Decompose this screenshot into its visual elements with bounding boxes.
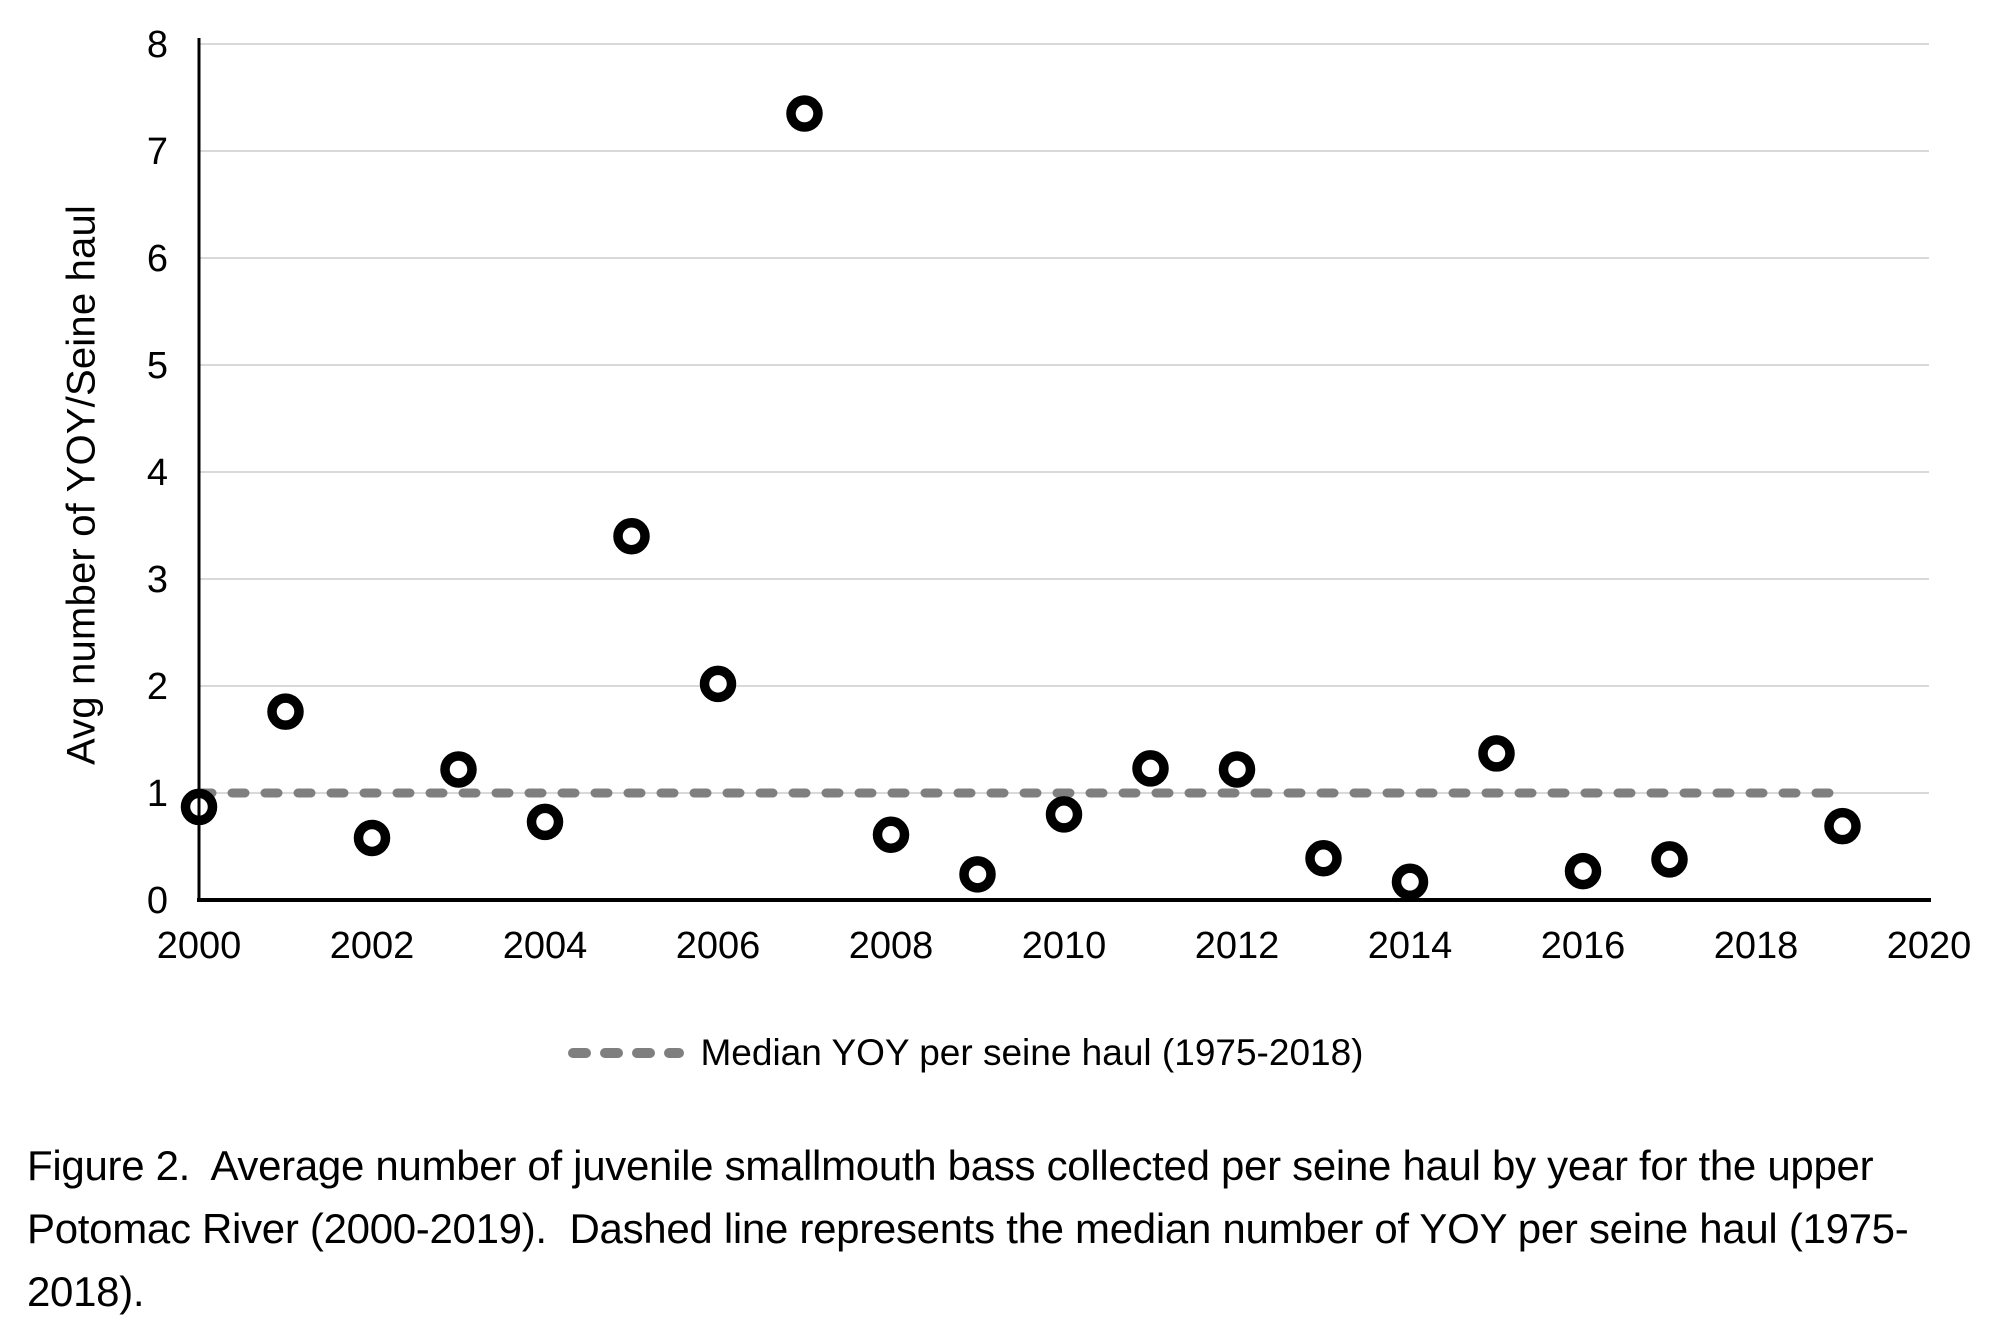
- data-point-2009: [959, 856, 996, 893]
- data-point-2007: [786, 95, 823, 132]
- x-tick-label-2018: 2018: [1714, 925, 1799, 967]
- data-point-2003: [440, 751, 477, 788]
- legend-label: Median YOY per seine haul (1975-2018): [700, 1032, 1364, 1073]
- data-point-2016: [1564, 852, 1602, 890]
- y-tick-label-2: 2: [147, 666, 168, 708]
- y-tick-label-8: 8: [147, 24, 168, 66]
- data-point-2002: [353, 819, 391, 857]
- y-tick-label-3: 3: [147, 559, 168, 601]
- data-point-2004: [526, 803, 564, 841]
- y-axis-title: Avg number of YOY/Seine haul: [59, 204, 104, 766]
- scatter-chart: 0 1 2 3 4 5 6 7 8 2000 2002 2004 2006 2008 2010 2012 201…: [147, 24, 1972, 967]
- data-point-2011: [1132, 750, 1169, 787]
- y-tick-label-6: 6: [147, 238, 168, 280]
- x-tick-label-2016: 2016: [1541, 925, 1626, 967]
- x-tick-label-2012: 2012: [1195, 925, 1280, 967]
- data-point-2013: [1305, 840, 1342, 877]
- data-point-2019: [1824, 807, 1861, 845]
- x-tick-label-2006: 2006: [676, 925, 761, 967]
- x-tick-label-2014: 2014: [1368, 925, 1453, 967]
- data-point-2001: [267, 693, 304, 730]
- data-point-2005: [613, 517, 650, 555]
- y-tick-label-0: 0: [147, 880, 168, 922]
- y-tick-label-5: 5: [147, 345, 168, 387]
- x-tick-label-2008: 2008: [849, 925, 934, 967]
- caption-line-1: Figure 2. Average number of juvenile sma…: [27, 1142, 1874, 1189]
- y-tick-label-7: 7: [147, 131, 168, 173]
- x-tick-label-2020: 2020: [1887, 925, 1972, 967]
- data-point-2017: [1651, 841, 1688, 878]
- data-point-2008: [872, 816, 910, 853]
- data-point-2006: [699, 665, 737, 703]
- y-tick-label-4: 4: [147, 452, 168, 494]
- legend: Median YOY per seine haul (1975-2018): [0, 1032, 1930, 1074]
- x-tick-label-2010: 2010: [1022, 925, 1107, 967]
- x-tick-label-2000: 2000: [157, 925, 242, 967]
- data-point-2010: [1045, 796, 1083, 833]
- data-point-2014: [1391, 863, 1429, 901]
- data-point-2015: [1478, 735, 1515, 772]
- caption-line-2: Potomac River (2000-2019). Dashed line r…: [27, 1205, 1909, 1252]
- figure-caption: Figure 2. Average number of juvenile sma…: [27, 1134, 1977, 1323]
- caption-line-3: 2018).: [27, 1268, 145, 1315]
- dashed-line-icon: [568, 1048, 685, 1058]
- data-point-2012: [1218, 751, 1256, 788]
- y-tick-label-1: 1: [147, 773, 168, 815]
- x-tick-label-2004: 2004: [503, 925, 588, 967]
- x-tick-label-2002: 2002: [330, 925, 415, 967]
